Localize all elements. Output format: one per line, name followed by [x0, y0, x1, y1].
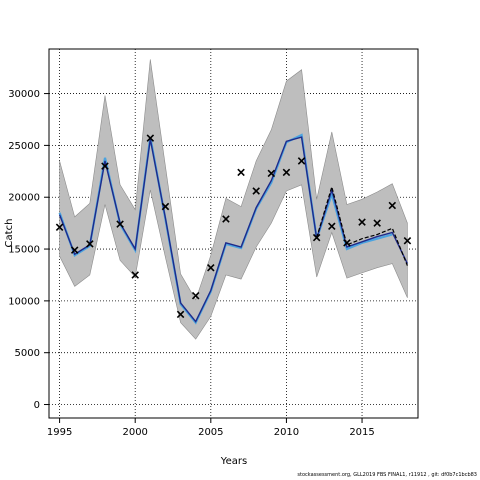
observed-point	[237, 168, 245, 177]
x-tick-label: 1995	[47, 427, 72, 438]
confidence-band	[59, 59, 408, 340]
observed-point	[282, 168, 291, 177]
observed-point	[55, 223, 64, 232]
observed-point	[191, 291, 200, 300]
footer-caption: stockassessment.org, GLL2019 FBS FINAL1,…	[297, 472, 477, 478]
observed-point	[373, 219, 381, 227]
x-axis-title: Years	[220, 456, 247, 467]
observed-points	[55, 134, 412, 319]
y-axis-title: Catch	[4, 219, 15, 248]
observed-point	[328, 222, 336, 231]
observed-point	[358, 218, 366, 226]
observed-point	[70, 246, 79, 254]
y-tick-label: 25000	[8, 141, 40, 152]
observed-point	[146, 134, 155, 142]
retrospective-line	[316, 184, 408, 266]
x-tick-label: 2015	[349, 427, 374, 438]
x-axis: 1995 2000 2005 2010 2015	[47, 418, 375, 438]
observed-point	[222, 215, 230, 223]
x-tick-label: 2000	[122, 427, 147, 438]
observed-point	[267, 169, 276, 178]
plot-frame	[48, 48, 419, 419]
observed-point	[388, 201, 397, 210]
y-tick-label: 30000	[8, 89, 40, 100]
y-tick-label: 20000	[8, 193, 40, 204]
observed-point	[252, 187, 260, 195]
y-tick-label: 10000	[8, 296, 40, 307]
y-tick-label: 5000	[15, 348, 40, 359]
observed-point	[161, 202, 170, 211]
observed-point	[207, 263, 215, 272]
observed-point	[131, 271, 139, 279]
x-tick-label: 2005	[198, 427, 223, 438]
y-tick-label: 0	[34, 400, 40, 411]
y-tick-label: 15000	[8, 245, 40, 256]
observed-point	[403, 236, 412, 245]
observed-point	[312, 233, 321, 242]
observed-point	[297, 157, 306, 165]
y-axis: 0 5000 10000 15000 20000 25000 30000	[8, 89, 49, 411]
observed-point	[343, 239, 351, 247]
observed-point	[116, 220, 124, 228]
observed-point	[86, 240, 94, 248]
observed-point	[176, 310, 185, 319]
x-tick-label: 2010	[274, 427, 299, 438]
observed-point	[101, 162, 109, 170]
